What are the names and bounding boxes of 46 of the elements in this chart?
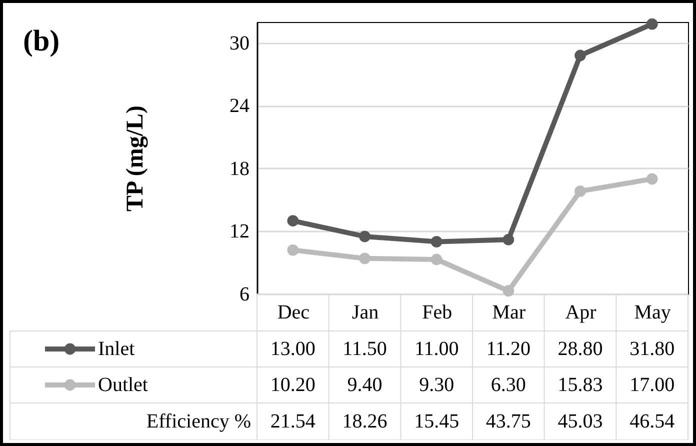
- text: 18.26: [342, 410, 388, 432]
- point: [502, 234, 514, 246]
- x-tick-label: Feb: [422, 302, 452, 324]
- text: 46.54: [630, 410, 675, 432]
- data-label: 15.83: [558, 374, 603, 396]
- point: [574, 185, 586, 197]
- data-label: 10.20: [270, 374, 316, 396]
- y-tick-label: 30: [230, 32, 250, 54]
- data-label: 31.80: [630, 338, 675, 360]
- point: [502, 285, 514, 297]
- y-tick-label: 12: [230, 220, 250, 243]
- y-axis-title: TP (mg/L): [122, 106, 148, 212]
- point: [287, 215, 299, 226]
- data-label: 6.30: [490, 374, 526, 396]
- data-label: 28.80: [558, 338, 603, 360]
- data-label: 11.50: [342, 338, 387, 360]
- text: Efficiency %: [146, 410, 251, 432]
- point: [646, 173, 658, 185]
- chart-title: (b): [23, 24, 60, 58]
- x-tick-label: Dec: [277, 302, 310, 324]
- data-label: 17.00: [630, 374, 675, 396]
- x-tick-label: Jan: [352, 302, 379, 324]
- data-label: 11.00: [414, 338, 459, 360]
- data-label: 9.30: [419, 374, 454, 396]
- point: [646, 18, 658, 30]
- x-tick-label: Apr: [565, 302, 597, 324]
- point: [430, 254, 442, 266]
- text: 45.03: [558, 410, 603, 432]
- legend-label: Inlet: [98, 338, 136, 360]
- text: 21.54: [270, 410, 316, 432]
- point: [430, 236, 442, 248]
- text: 15.45: [414, 410, 460, 432]
- point: [359, 230, 370, 242]
- data-label: 13.00: [270, 338, 316, 360]
- point: [574, 50, 586, 62]
- text: 43.75: [486, 410, 531, 432]
- x-tick-label: May: [634, 302, 671, 324]
- x-tick-label: Mar: [492, 302, 526, 324]
- data-label: 9.40: [347, 374, 382, 396]
- y-tick-label: 18: [230, 158, 250, 180]
- point: [359, 252, 370, 264]
- legend-label: Outlet: [98, 374, 148, 396]
- point: [287, 244, 299, 256]
- y-tick-label: 6: [240, 284, 250, 306]
- data-label: 11.20: [486, 338, 531, 360]
- y-tick-label: 24: [230, 95, 250, 118]
